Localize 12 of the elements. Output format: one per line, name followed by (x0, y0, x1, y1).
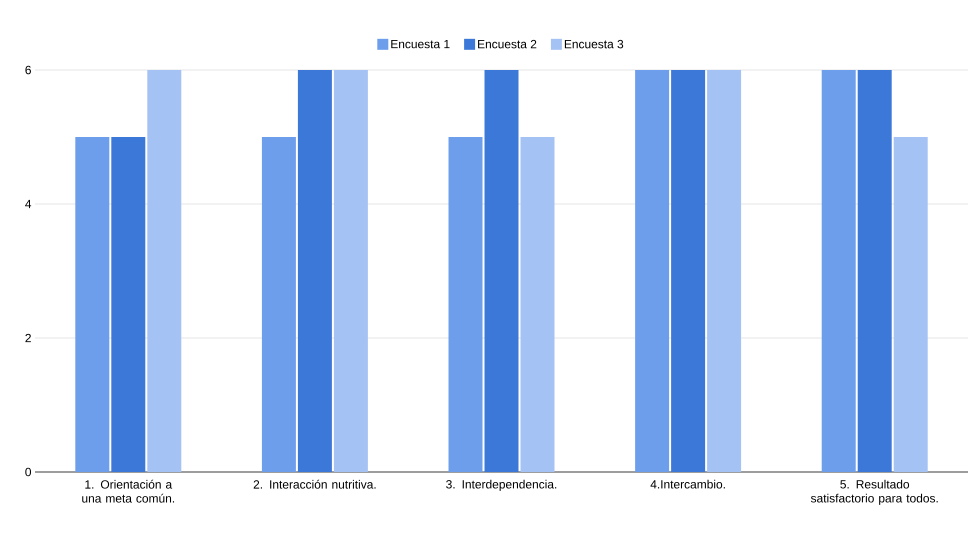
x-tick-label: 3. Interdependencia. (446, 480, 556, 491)
x-tick-label: 2. Interacción nutritiva. (254, 480, 376, 489)
y-tick-label: 6 (25, 66, 31, 74)
y-tick-label: 0 (25, 468, 32, 476)
legend-label: Encuesta 2 (478, 40, 536, 48)
legend-label: Encuesta 3 (564, 40, 624, 48)
x-tick-label: 1. Orientación a una meta común. (82, 480, 174, 503)
y-tick-label: 2 (25, 334, 31, 342)
x-tick-label: 5. Resultado satisfactorio para todos. (810, 480, 938, 505)
y-tick-label: 4 (25, 200, 32, 208)
x-tick-label: 4.Intercambio. (650, 480, 725, 489)
legend-label: Encuesta 1 (391, 40, 450, 48)
